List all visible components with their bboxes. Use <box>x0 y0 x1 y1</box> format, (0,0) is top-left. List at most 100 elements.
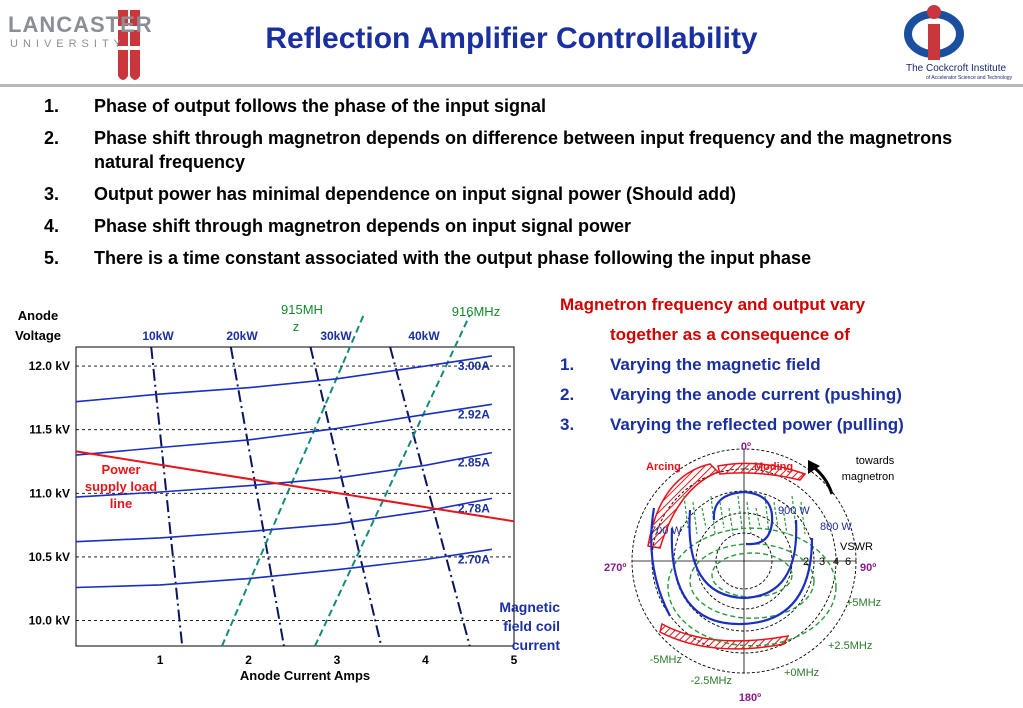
load-line-label: Power <box>101 462 140 477</box>
magnetic-field-label: 2.70A <box>458 552 490 566</box>
plot-frame <box>75 346 515 647</box>
annotation-label: magnetron <box>842 471 895 483</box>
magnetron-operating-chart: 12.0 kV 11.5 kV 11.0 kV 10.5 kV 10.0 kV 1 2 3 4 5… <box>15 302 560 683</box>
annotation-label: towards <box>856 455 895 467</box>
angle-label: 90º <box>860 562 876 574</box>
frequency-contour <box>737 495 743 529</box>
frequency-contour <box>728 507 734 535</box>
header-divider <box>0 84 1023 87</box>
power-curve <box>650 507 671 617</box>
y-axis-label: Voltage <box>15 328 61 343</box>
power-curve <box>670 527 814 626</box>
vswr-tick-label: 6 <box>845 556 851 568</box>
frequency-contour <box>689 543 815 619</box>
power-curve <box>688 509 798 600</box>
coil-current-label: current <box>512 637 560 653</box>
magnetic-field-curve <box>75 497 493 543</box>
list-item: 1. Varying the magnetic field <box>560 355 821 374</box>
list-item: 4. Phase shift through magnetron depends … <box>44 216 632 236</box>
list-item: 5. There is a time constant associated wi… <box>44 248 812 268</box>
coil-current-label: field coil <box>503 618 560 634</box>
power-contour-line <box>389 346 471 647</box>
magnetic-field-curve <box>75 451 493 498</box>
power-contour-label: 30kW <box>320 329 352 343</box>
list-item: 3. Output power has minimal dependence on… <box>44 184 737 204</box>
power-contour-line <box>150 346 184 647</box>
lancaster-logo <box>8 6 158 84</box>
y-tick-label: 10.0 kV <box>29 614 70 628</box>
frequency-contour <box>692 501 698 535</box>
magnetic-field-label: 2.78A <box>458 501 490 515</box>
right-caption-line2: together as a consequence of <box>610 325 850 344</box>
y-tick-label: 10.5 kV <box>29 550 70 564</box>
power-label: 800 W <box>820 521 852 533</box>
x-tick-label: 1 <box>157 653 164 667</box>
cockcroft-logo <box>902 2 1020 84</box>
power-contour-label: 40kW <box>408 329 440 343</box>
y-tick-label: 11.5 kV <box>29 423 70 437</box>
vswr-tick-label: 3 <box>819 556 825 568</box>
right-caption: Magnetron frequency and output vary toge… <box>560 290 1020 350</box>
list-item: 1. Phase of output follows the phase of t… <box>44 96 547 116</box>
arcing-region <box>659 622 790 650</box>
region-label: Arcing <box>646 461 681 473</box>
magnetic-field-curve <box>75 355 493 403</box>
frequency-label: 916MHz <box>452 304 500 319</box>
power-contour-line <box>309 346 383 647</box>
coil-current-label: Magnetic <box>499 599 560 615</box>
x-tick-label: 5 <box>511 653 518 667</box>
region-label: Moding <box>754 461 793 473</box>
frequency-contour <box>683 495 689 529</box>
load-line-label: line <box>110 496 132 511</box>
cockcroft-wordmark-sub: of Accelerator Science and Technology <box>926 75 1013 81</box>
right-caption-line1: Magnetron frequency and output vary <box>560 295 866 314</box>
cockcroft-wordmark: The Cockcroft Institute <box>906 63 1007 74</box>
frequency-contour <box>800 501 806 535</box>
angle-label: 270º <box>604 562 626 574</box>
slide-title: Reflection Amplifier Controllability <box>265 22 758 55</box>
frequency-offset-label: -5MHz <box>650 654 682 666</box>
right-list: 1. Varying the magnetic field 2. Varying t… <box>560 350 1020 440</box>
frequency-contour <box>782 507 788 535</box>
magnetic-field-label: 2.85A <box>458 456 490 470</box>
x-tick-label: 4 <box>422 653 429 667</box>
frequency-label: z <box>293 319 300 334</box>
reflection-polar-diagram: 0º 90º 180º 270º Arcing Moding 900 W 800 W 700 W… <box>604 441 895 704</box>
frequency-contour <box>773 501 779 529</box>
frequency-contour <box>719 501 725 529</box>
angle-label: 0º <box>741 441 751 453</box>
angle-label: 180º <box>739 692 761 704</box>
frequency-offset-label: +2.5MHz <box>828 640 872 652</box>
cockcroft-emblem-icon <box>904 5 964 60</box>
y-tick-label: 12.0 kV <box>29 359 70 373</box>
list-item: 2. Varying the anode current (pushing) <box>560 385 902 404</box>
y-axis-label: Anode <box>18 308 58 323</box>
power-label: 700 W <box>650 525 682 537</box>
magnetic-field-label: 3.00A <box>458 359 490 373</box>
frequency-contour <box>746 501 752 535</box>
frequency-offset-label: +5MHz <box>846 597 881 609</box>
frequency-contour <box>764 495 770 535</box>
magnetic-field-curve <box>75 403 493 456</box>
lancaster-wordmark-sub: UNIVERSITY <box>10 38 127 50</box>
arrow-icon <box>811 464 834 495</box>
power-contour-label: 20kW <box>226 329 258 343</box>
x-tick-label: 3 <box>334 653 341 667</box>
frequency-contour <box>710 495 716 535</box>
load-line <box>75 450 515 523</box>
list-item: 2. Phase shift through magnetron depends … <box>44 128 953 172</box>
frequency-line <box>221 314 365 647</box>
magnetic-field-curve <box>75 548 493 589</box>
load-line-label: supply load <box>85 479 157 494</box>
list-item: 3. Varying the reflected power (pulling) <box>560 415 904 434</box>
frequency-label: 915MH <box>281 302 323 317</box>
x-tick-label: 2 <box>245 653 252 667</box>
lancaster-wordmark: LANCASTER <box>8 12 153 37</box>
power-contour-label: 10kW <box>142 329 174 343</box>
vswr-tick-label: 4 <box>833 556 839 568</box>
vswr-tick-label: 2 <box>803 556 809 568</box>
frequency-offset-label: +0MHz <box>784 667 819 679</box>
moding-region <box>717 462 807 481</box>
x-axis-label: Anode Current Amps <box>240 668 370 683</box>
frequency-line <box>314 314 471 647</box>
